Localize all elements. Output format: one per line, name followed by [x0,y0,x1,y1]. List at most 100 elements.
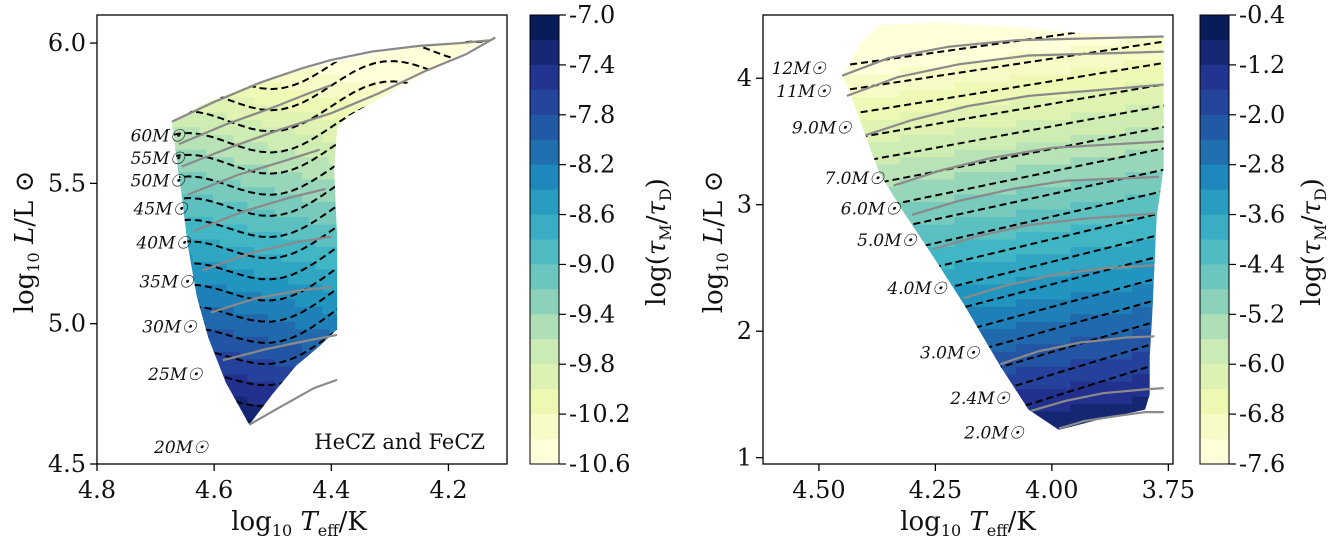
colorbar-tick-label: -7.6 [1239,450,1285,478]
y-tick-label: 5.5 [48,169,86,197]
x-tick-label: 3.75 [1142,476,1195,504]
x-tick-label: 4.25 [909,476,962,504]
colorbar-cell [530,339,559,365]
colorbar-tick-label: -7.0 [569,1,615,29]
colorbar-cell [530,389,559,415]
colorbar-tick-label: -6.8 [1239,400,1285,428]
colorbar-cell [1200,164,1229,191]
colorbar-tick-label: -8.2 [569,151,615,179]
colorbar-tick-label: -10.2 [569,400,631,428]
left-mass-labels: 60M☉55M☉ 50M☉ 45M☉ 40M☉ 35M☉ 30M☉ 25M☉ 20M☉ [131,127,209,458]
evolutionary-track [1000,335,1155,366]
colorbar-tick-label: -7.8 [569,101,615,129]
contour-line [171,181,490,267]
left-tracks [171,36,496,426]
colorbar-cell [1200,239,1229,265]
contour-line [171,39,490,111]
evolutionary-track [193,187,326,233]
colorbar-cell [530,39,559,66]
contour-line [842,209,1164,310]
colorbar-cell [530,189,559,216]
colorbar-cell [530,314,559,340]
colorbar-cell [530,89,559,116]
colorbar-tick-label: -2.0 [1239,101,1285,129]
left-panel: 4.8 4.6 4.4 4.2 4.5 5.0 5.5 6.0 60M☉55M☉ 50M☉ 45… [10,1,675,540]
left-y-ticks: 4.5 5.0 5.5 6.0 [48,29,97,478]
contour-line [171,242,490,334]
contour-line [842,166,1164,258]
mass-label: 5.0M☉ [857,231,917,251]
evolutionary-track [893,140,1164,187]
mass-label: 11M☉ [776,82,831,102]
evolutionary-track [331,39,490,61]
y-tick-label: 4.5 [48,450,86,478]
mass-label: 60M☉ [131,127,186,147]
contour-line [171,161,490,245]
y-tick-label: 1 [737,444,752,472]
left-axes-frame [96,14,508,465]
colorbar-cell [1200,89,1229,116]
colorbar-tick-label: -8.6 [569,201,615,229]
x-tick-label: 4.6 [195,476,233,504]
contour-line [842,103,1164,181]
y-tick-label: 5.0 [48,310,86,338]
evolutionary-track [962,264,1155,300]
contour-line [842,60,1164,130]
colorbar-cell [1200,114,1229,141]
colorbar-tick-label: -0.4 [1239,1,1285,29]
colorbar-tick-label: -2.8 [1239,151,1285,179]
colorbar-cell [530,214,559,240]
colorbar-cell [1200,15,1229,41]
colorbar-cell [1200,389,1229,415]
colorbar-cell [530,239,559,265]
mass-label: 30M☉ [142,317,197,337]
left-colorbar-label: log(τM/τD) [642,178,675,306]
colorbar-cell [1200,314,1229,340]
colorbar-cell [530,64,559,91]
colorbar-cell [1200,289,1229,315]
evolutionary-track [171,58,332,123]
colorbar-cell [1200,139,1229,166]
contour-line [842,81,1164,155]
mass-label: 45M☉ [133,200,189,220]
colorbar-cell [530,15,559,41]
x-tick-label: 4.2 [429,476,467,504]
x-tick-label: 4.4 [312,476,350,504]
evolutionary-track [841,35,1164,77]
right-x-axis-label: log10 Teff/K [900,507,1036,540]
left-y-axis-label: log10 L/L ⊙ [10,171,43,314]
evolutionary-track [210,286,332,314]
x-tick-label: 4.50 [792,476,845,504]
colorbar-cell [530,364,559,390]
mass-label: 2.0M☉ [963,423,1024,443]
right-colorbar-label: log(τM/τD) [1297,178,1330,306]
colorbar-tick-label: -3.6 [1239,201,1285,229]
evolutionary-track [1058,411,1164,430]
mass-label: 3.0M☉ [920,344,980,364]
right-axes-frame [762,14,1174,465]
contour-line [171,202,490,289]
colorbar-tick-label: -5.2 [1239,300,1285,328]
colorbar-tick-label: -7.4 [569,51,615,79]
colorbar-cell [530,264,559,290]
mass-label: 55M☉ [131,149,186,169]
evolutionary-track [330,36,496,115]
mass-label: 6.0M☉ [841,200,901,220]
right-colorbar: -0.4 -1.2 -2.0 -2.8 -3.6 -4.4 -5.2 -6.0 -6.8 -7.6… [1199,1,1330,478]
colorbar-tick-label: -9.8 [569,350,615,378]
contour-line [171,283,490,378]
colorbar-cell [530,164,559,191]
mass-label: 25M☉ [147,365,203,385]
right-mass-labels: 12M☉ 11M☉ 9.0M☉ 7.0M☉ 6.0M☉ 5.0M☉ 4.0M☉ 3.0M☉ 2.… [772,59,1025,443]
left-x-ticks: 4.8 4.6 4.4 4.2 [78,464,468,504]
colorbar-cell [1200,264,1229,290]
evolutionary-track [1030,387,1164,412]
evolutionary-track [222,333,338,362]
contour-line [842,188,1164,284]
left-colorbar: -7.0 -7.4 -7.8 -8.2 -8.6 -9.0 -9.4 -9.8 -10.2 -10… [529,1,675,478]
left-annotation: HeCZ and FeCZ [314,430,485,454]
mass-label: 40M☉ [135,233,191,253]
colorbar-tick-label: -9.0 [569,250,615,278]
mass-label: 4.0M☉ [886,279,947,299]
evolutionary-track [248,378,338,426]
